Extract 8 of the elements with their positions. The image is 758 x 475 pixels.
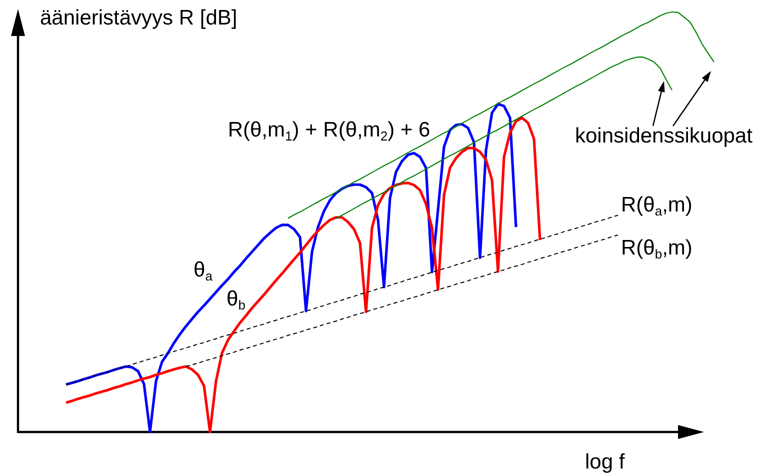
x-axis-title: log f	[585, 450, 625, 474]
series-label: θ$_{a}$	[194, 258, 212, 284]
series-label: R(θ$_{b}$,m)	[621, 236, 692, 262]
series-label: R(θ$_{a}$,m)	[621, 194, 692, 219]
series-label: R(θ,m$_{1}$) + R(θ,m$_{2}$) + 6	[228, 118, 430, 144]
series-label: θ$_{b}$	[226, 288, 246, 313]
annotation: koinsidenssikuopat	[575, 124, 752, 148]
y-axis-title: äänieristävyys R [dB]	[40, 6, 238, 30]
